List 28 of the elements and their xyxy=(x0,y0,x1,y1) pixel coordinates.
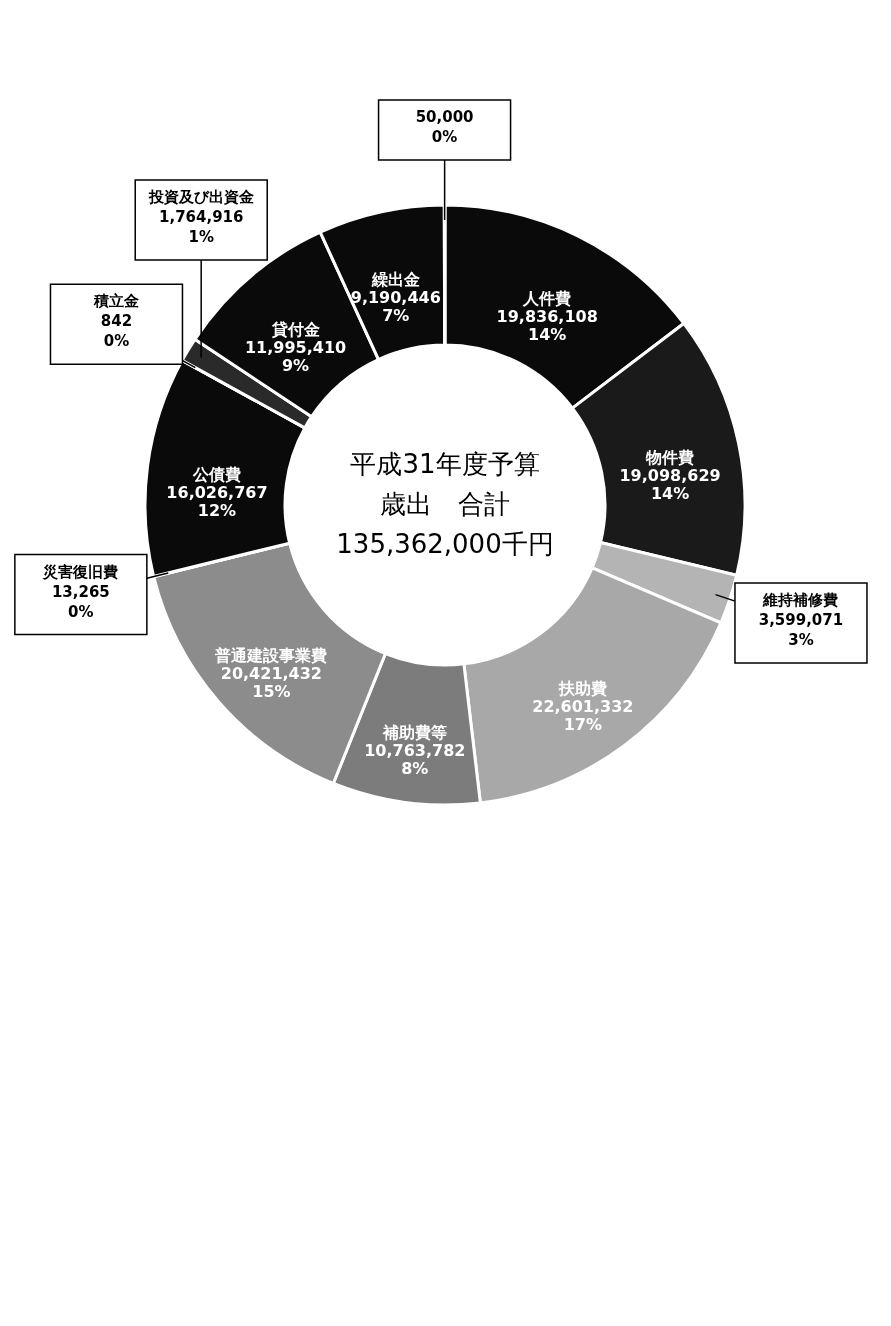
text: 歳出 合計 xyxy=(380,489,510,519)
data-label: 842 0% xyxy=(100,312,133,351)
slice-label: 維持補修費 xyxy=(762,590,839,609)
data-label: 9,190,446 7% xyxy=(350,288,441,326)
data-label: 13,265 0% xyxy=(51,582,110,621)
slice-label: 災害復旧費 xyxy=(42,562,119,581)
data-label: 19,836,108 14% xyxy=(496,306,598,344)
slice-label: 公債費 xyxy=(191,464,241,484)
slice-label: 補助費等 xyxy=(381,723,447,743)
slice-label: 人件費 xyxy=(522,288,572,308)
data-label: 22,601,332 17% xyxy=(532,697,634,735)
data-label: 20,421,432 15% xyxy=(220,663,322,701)
data-label: 1,764,916 1% xyxy=(158,208,244,247)
data-label: 10,763,782 8% xyxy=(364,741,466,779)
slice-label: 扶助費 xyxy=(557,679,607,699)
data-label: 50,000 0% xyxy=(415,108,474,146)
data-label: 16,026,767 12% xyxy=(166,482,268,520)
data-label: 3,599,071 3% xyxy=(758,610,844,649)
data-label: 19,098,629 14% xyxy=(619,465,721,503)
slice-label: 投資及び出資金 xyxy=(147,188,254,207)
slice-label: 普通建設事業費 xyxy=(214,645,328,665)
slice-label: 貸付金 xyxy=(270,320,320,340)
text: 135,362,000千円 xyxy=(336,529,554,559)
slice-label: 繰出金 xyxy=(370,270,420,290)
slice-label: 積立金 xyxy=(92,292,139,311)
data-label: 11,995,410 9% xyxy=(244,338,347,376)
slice-label: 物件費 xyxy=(645,447,695,467)
text: 平成31年度予算 xyxy=(350,449,540,479)
